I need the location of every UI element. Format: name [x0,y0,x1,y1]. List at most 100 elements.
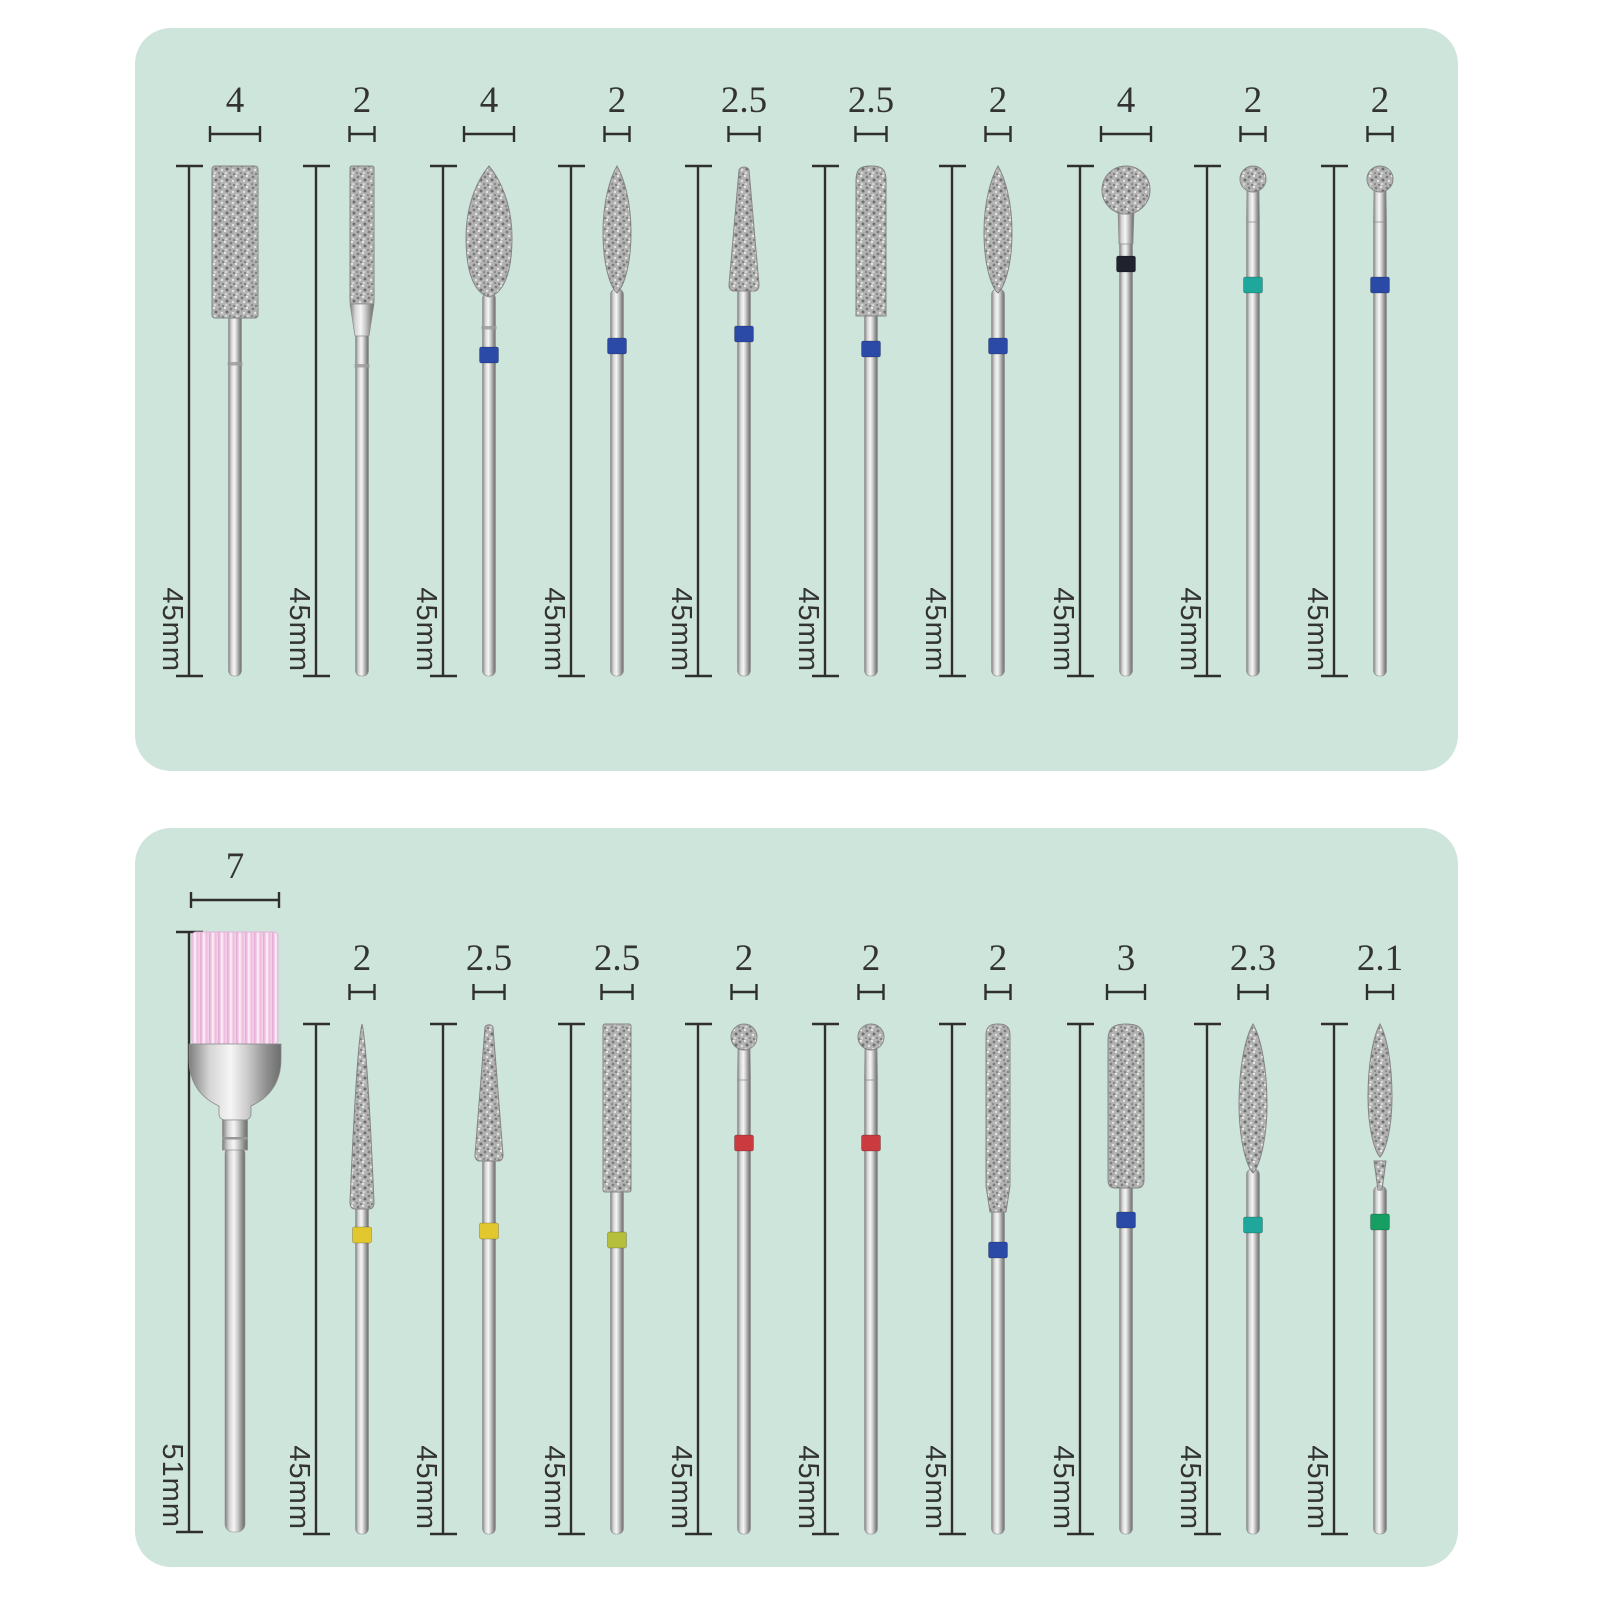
grit-color-band [606,337,627,355]
bit-brush: 7 51mm [156,846,282,1534]
length-dimension-line [557,1022,585,1536]
bit-width-label: 4 [480,80,499,121]
width-dimension-line [1237,984,1269,1000]
bit-graphic [211,165,259,677]
bit-length-label: 45mm [538,1445,570,1530]
grit-color-band [479,1222,500,1240]
bit-length-label: 45mm [919,1445,951,1530]
bit-length-label: 45mm [919,587,951,672]
grit-color-band [988,337,1009,355]
bit-ball-small: 2 45mm [792,938,885,1536]
bit-graphic [1107,1023,1145,1535]
bit-width-label: 2.3 [1230,938,1276,979]
length-dimension-line [1320,1022,1348,1536]
width-dimension-line [854,126,888,142]
bit-graphic [188,931,282,1533]
width-dimension-line [984,984,1013,1000]
bit-cylinder-large: 4 45mm [156,80,262,678]
width-dimension-line [599,984,634,1000]
bit-ball-large: 4 45mm [1047,80,1152,678]
bit-length-label: 45mm [538,587,570,672]
grit-color-band [988,1241,1009,1259]
grit-color-band [1242,276,1263,294]
grit-color-band [733,325,754,343]
bit-length-label: 45mm [665,587,697,672]
bit-width-label: 2 [353,80,372,121]
bit-roundcyl: 2 45mm [919,938,1013,1536]
bit-bullet: 4 45mm [410,80,516,678]
bit-width-label: 2 [1371,80,1390,121]
grit-color-band [1370,276,1390,294]
bit-width-label: 2.5 [848,80,894,121]
length-dimension-line [430,1022,458,1536]
bit-width-label: 2.5 [721,80,767,121]
bit-graphic [730,1023,758,1535]
bit-ball-small: 2 45mm [1301,80,1394,678]
grit-color-band [861,1134,881,1152]
length-dimension-line [1320,164,1348,678]
bit-graphic [855,165,887,677]
grit-color-band [1115,1211,1136,1229]
bit-length-label: 51mm [156,1443,188,1528]
bit-graphic [728,166,760,677]
width-dimension-line [727,126,761,142]
bit-flame: 2 45mm [919,80,1013,678]
bit-width-label: 3 [1116,938,1135,979]
bottom-bit-row: 7 51mm 2 45mm 2.5 45mm 2.5 45mm 2 45mm 2 45mm 2 45mm 3… [135,828,1458,1554]
bit-graphic [985,1023,1011,1535]
grit-color-band [1370,1213,1390,1231]
bit-length-label: 45mm [792,1445,824,1530]
grit-color-band [352,1226,373,1244]
length-dimension-line [430,164,458,678]
bit-graphic [857,1023,885,1535]
bit-width-label: 2.1 [1357,938,1403,979]
width-dimension-line [1099,126,1152,142]
width-dimension-line [463,126,516,142]
bit-graphic [465,165,513,677]
bit-graphic [602,1023,632,1535]
bit-barrel3: 3 45mm [1047,938,1146,1536]
bit-length-label: 45mm [283,587,315,672]
bit-flame: 2 45mm [538,80,632,678]
bit-needle: 2 45mm [283,938,376,1536]
width-dimension-line [602,126,631,142]
bit-width-label: 2 [607,80,626,121]
length-dimension-line [684,1022,712,1536]
width-dimension-line [1239,126,1267,142]
bit-width-label: 4 [226,80,245,121]
top-bit-row: 4 45mm 2 45mm 4 45mm 2 45mm 2.5 45mm 2.5 45mm 2 45mm 4… [135,28,1458,696]
bit-length-label: 45mm [156,587,188,672]
bit-length-label: 45mm [410,587,442,672]
bit-length-label: 45mm [1174,1445,1206,1530]
bit-graphic [1101,165,1151,677]
width-dimension-line [857,984,885,1000]
bit-width-label: 2.5 [466,938,512,979]
width-dimension-line [1105,984,1146,1000]
bit-barrel: 2.5 45mm [792,80,894,678]
bit-ball-small: 2 45mm [1174,80,1267,678]
width-dimension-line [348,984,376,1000]
width-dimension-line [1366,126,1394,142]
length-dimension-line [1066,164,1094,678]
bit-length-label: 45mm [665,1445,697,1530]
bit-width-label: 2 [989,938,1008,979]
length-dimension-line [812,1022,840,1536]
width-dimension-line [189,892,281,908]
bit-length-label: 45mm [1301,1445,1333,1530]
bit-graphic [1239,165,1267,677]
bit-length-label: 45mm [410,1445,442,1530]
bit-width-label: 2 [353,938,372,979]
length-dimension-line [939,1022,967,1536]
bit-length-label: 45mm [1047,587,1079,672]
bottom-panel: 7 51mm 2 45mm 2.5 45mm 2.5 45mm 2 45mm 2 45mm 2 45mm 3… [135,828,1458,1567]
length-dimension-line [557,164,585,678]
bit-length-label: 45mm [1047,1445,1079,1530]
bit-length-label: 45mm [1174,587,1206,672]
length-dimension-line [303,1022,331,1536]
bit-graphic [349,165,375,677]
bit-ball-small: 2 45mm [665,938,758,1536]
length-dimension-line [812,164,840,678]
width-dimension-line [208,126,262,142]
grit-color-band [606,1231,627,1249]
bit-width-label: 2 [735,938,754,979]
